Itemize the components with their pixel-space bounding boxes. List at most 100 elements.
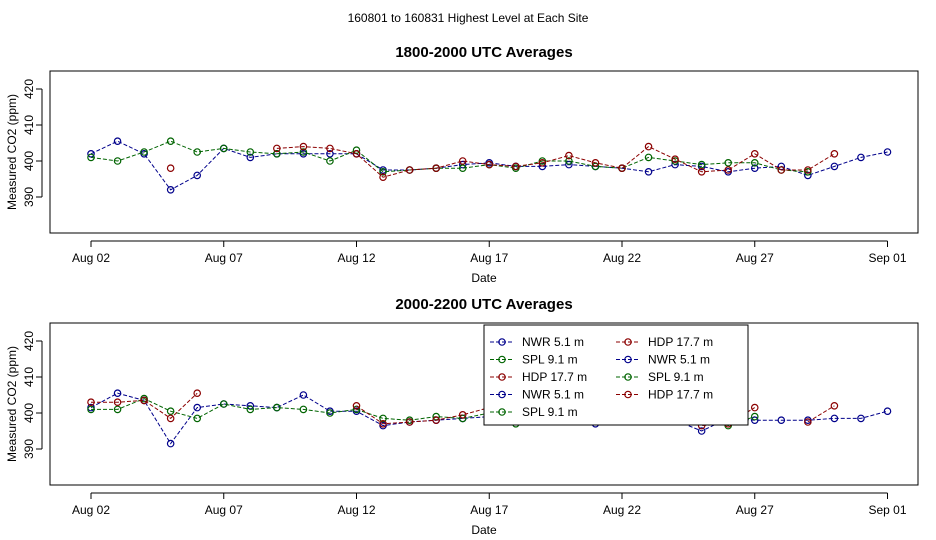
hdp-point <box>140 396 148 405</box>
legend-label: HDP 17.7 m <box>648 388 713 402</box>
y-axis-label: Measured CO2 (ppm) <box>5 346 19 462</box>
spl-point <box>299 148 308 156</box>
spl-point <box>246 405 255 414</box>
spl-point <box>273 403 281 412</box>
hdp-point <box>485 160 494 169</box>
x-tick-label: Aug 02 <box>72 503 110 517</box>
nwr-point <box>87 150 95 158</box>
hdp-point <box>591 159 600 167</box>
hdp-point <box>166 414 175 423</box>
spl-point <box>644 153 653 162</box>
nwr-point <box>857 153 865 162</box>
nwr-point <box>830 414 839 423</box>
hdp-point <box>405 418 414 426</box>
spl-point <box>166 137 175 146</box>
legend-marker <box>498 390 506 399</box>
spl-point <box>193 414 202 423</box>
spl-point <box>113 405 122 414</box>
spl-point <box>724 159 733 167</box>
hdp-point <box>804 418 812 426</box>
nwr-point <box>565 160 573 169</box>
legend-label: NWR 5.1 m <box>522 388 584 402</box>
panel-1800-2000: 1800-2000 UTC Averages Aug 02 Aug 07 Aug 1… <box>5 44 919 285</box>
hdp-point <box>565 151 573 160</box>
hdp-series-line <box>91 392 198 420</box>
hdp-point <box>405 166 414 174</box>
legend-label: HDP 17.7 m <box>648 335 713 349</box>
spl-point <box>326 409 334 417</box>
y-tick-label: 420 <box>22 331 36 351</box>
spl-point <box>326 157 334 165</box>
hdp-point <box>618 164 626 173</box>
legend-label: HDP 17.7 m <box>522 370 587 384</box>
hdp-point <box>830 401 839 410</box>
hdp-point <box>193 389 202 398</box>
legend-label: NWR 5.1 m <box>522 335 584 349</box>
nwr-point <box>113 389 122 398</box>
legend-label: SPL 9.1 m <box>522 405 578 419</box>
nwr-point <box>193 171 202 180</box>
nwr-point <box>299 391 308 399</box>
spl-point <box>299 405 308 414</box>
spl-point <box>458 414 467 423</box>
y-tick-label: 420 <box>22 79 36 99</box>
nwr-point <box>883 148 892 156</box>
x-tick-label: Aug 27 <box>736 251 774 265</box>
x-tick-label: Aug 17 <box>470 503 508 517</box>
legend-marker <box>498 408 506 416</box>
hdp-point <box>777 166 786 174</box>
hdp-point <box>458 410 467 419</box>
x-axis-label: Date <box>471 523 497 537</box>
spl-point <box>565 157 573 165</box>
x-tick-label: Aug 12 <box>337 251 375 265</box>
y-tick-label: 410 <box>22 367 36 387</box>
legend-label: SPL 9.1 m <box>648 370 704 384</box>
y-axis: 390 400 410 420 <box>22 79 43 207</box>
y-tick-label: 400 <box>22 403 36 423</box>
spl-point <box>379 168 387 176</box>
hdp-point <box>750 150 759 158</box>
plot-area <box>87 137 892 194</box>
nwr-point <box>777 416 786 425</box>
legend-marker <box>624 355 632 364</box>
hdp-point <box>379 419 387 428</box>
hdp-point <box>750 403 759 412</box>
x-tick-label: Aug 27 <box>736 503 774 517</box>
x-tick-label: Aug 22 <box>603 251 641 265</box>
panel-2000-2200: 2000-2200 UTC Averages Aug 02 Aug 07 Aug 1… <box>5 296 919 537</box>
y-axis: 390 400 410 420 <box>22 331 43 459</box>
x-tick-label: Aug 07 <box>205 251 243 265</box>
hdp-point <box>458 157 467 165</box>
nwr-point <box>166 186 175 194</box>
nwr-point <box>644 168 653 176</box>
x-tick-label: Aug 17 <box>470 251 508 265</box>
y-tick-label: 390 <box>22 439 36 459</box>
legend-marker <box>624 390 632 399</box>
x-tick-label: Aug 22 <box>603 503 641 517</box>
hdp-point <box>511 162 520 171</box>
hdp-point <box>644 142 653 151</box>
hdp-point <box>113 398 122 407</box>
panel-title: 1800-2000 UTC Averages <box>395 44 572 61</box>
x-tick-label: Sep 01 <box>868 503 906 517</box>
hdp-point <box>379 173 387 182</box>
hdp-point <box>432 416 440 425</box>
spl-point <box>750 159 759 167</box>
x-axis-label: Date <box>471 271 497 285</box>
nwr-point <box>326 150 334 158</box>
spl-point <box>87 153 95 162</box>
spl-point <box>697 160 706 169</box>
nwr-point <box>830 162 839 171</box>
hdp-point <box>87 398 95 407</box>
y-tick-label: 410 <box>22 115 36 135</box>
hdp-point <box>538 159 547 167</box>
x-tick-label: Aug 12 <box>337 503 375 517</box>
spl-point <box>140 148 148 156</box>
plot-frame <box>49 70 919 234</box>
x-tick-label: Sep 01 <box>868 251 906 265</box>
hdp-point <box>352 401 361 410</box>
figure-title: 160801 to 160831 Highest Level at Each S… <box>348 11 589 25</box>
nwr-point <box>113 137 122 146</box>
hdp-series-line <box>807 405 835 423</box>
